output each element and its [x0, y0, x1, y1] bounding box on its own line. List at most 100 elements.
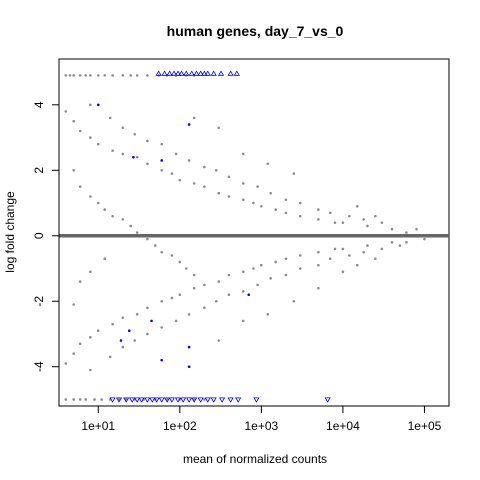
data-point-triangle-up [166, 70, 173, 76]
data-point [317, 218, 320, 221]
data-point-triangle-up [217, 70, 225, 76]
data-point [121, 126, 125, 130]
data-point [89, 136, 92, 139]
data-point-triangle-up [188, 70, 195, 76]
data-point-triangle-down [115, 397, 123, 403]
data-point [108, 116, 112, 120]
data-point [111, 214, 114, 218]
data-point [269, 277, 272, 280]
data-point [317, 263, 320, 267]
data-point [89, 335, 92, 339]
data-point [146, 237, 149, 241]
data-point [355, 263, 359, 267]
data-point [192, 273, 196, 277]
data-point-triangle-down [174, 397, 182, 403]
data-point-significant [96, 103, 100, 107]
data-point [108, 355, 112, 359]
y-tick-label: 4 [32, 101, 46, 108]
data-point [328, 257, 332, 260]
data-point-triangle-up [193, 70, 200, 76]
data-point [252, 201, 255, 205]
data-point-triangle-up [197, 70, 204, 76]
x-tick-label: 1e+01 [81, 419, 115, 433]
data-point [380, 247, 384, 251]
data-point [203, 283, 206, 287]
data-point [284, 257, 288, 260]
data-point [111, 322, 114, 326]
data-point [274, 260, 278, 264]
data-point [203, 398, 206, 401]
data-point [89, 103, 92, 107]
data-point [121, 74, 125, 77]
data-point [78, 280, 82, 283]
data-point [121, 218, 125, 221]
data-point [72, 398, 76, 401]
data-point [241, 152, 245, 156]
data-point [390, 227, 394, 231]
data-point [405, 231, 408, 234]
data-point-triangle-down [197, 397, 204, 403]
data-point [298, 267, 302, 270]
data-point-triangle-up [227, 70, 234, 76]
y-tick-label: -2 [32, 296, 46, 307]
data-point [374, 257, 377, 260]
data-point [64, 362, 68, 365]
data-point-triangle-down [324, 397, 331, 403]
data-point-significant [150, 319, 153, 323]
data-point [178, 260, 182, 264]
data-point-triangle-down [129, 397, 136, 403]
x-tick-label: 1e+02 [163, 419, 197, 433]
data-point-triangle-down [227, 397, 234, 403]
data-point [72, 303, 76, 306]
data-point-triangle-down [186, 397, 193, 403]
data-point [348, 214, 351, 218]
data-point-triangle-down [138, 397, 145, 403]
data-point [64, 398, 68, 401]
data-point-triangle-down [144, 397, 151, 403]
data-point [121, 345, 125, 349]
data-point [292, 299, 296, 303]
data-point [390, 241, 394, 244]
data-point-significant [187, 345, 191, 349]
data-point [241, 319, 245, 323]
data-point [89, 270, 92, 274]
data-point [170, 254, 174, 257]
data-point [241, 290, 245, 293]
data-point-triangle-up [183, 70, 190, 76]
data-point-triangle-down [109, 397, 116, 403]
y-tick-label: -4 [32, 361, 46, 372]
data-point [415, 227, 418, 231]
data-point-significant [132, 155, 135, 159]
data-point-significant [160, 159, 164, 162]
data-point [203, 165, 206, 169]
data-point [187, 313, 191, 316]
data-point-triangle-down [204, 397, 211, 403]
data-point [64, 110, 68, 113]
data-point-triangle-up [233, 70, 240, 76]
x-tick-label: 1e+03 [245, 419, 279, 433]
data-point [96, 142, 100, 146]
data-point-triangle-down [153, 397, 160, 403]
data-point [146, 306, 149, 310]
data-point [241, 182, 245, 185]
data-point [133, 132, 137, 136]
data-point [328, 211, 332, 215]
x-axis-label: mean of normalized counts [183, 452, 327, 466]
data-point [284, 211, 288, 215]
data-point [241, 270, 245, 274]
data-point-triangle-down [180, 397, 187, 403]
data-point [93, 398, 96, 401]
data-point [121, 316, 125, 319]
data-point [103, 257, 107, 260]
data-point [103, 208, 107, 211]
data-point-triangle-down [164, 397, 171, 403]
data-point [217, 339, 221, 342]
data-point-significant [160, 358, 164, 362]
data-point [252, 267, 255, 270]
data-point [89, 368, 92, 372]
data-point-triangle-up [161, 70, 168, 76]
data-point [96, 329, 100, 333]
data-point [78, 74, 82, 77]
data-point [292, 172, 296, 175]
data-point [192, 116, 196, 120]
